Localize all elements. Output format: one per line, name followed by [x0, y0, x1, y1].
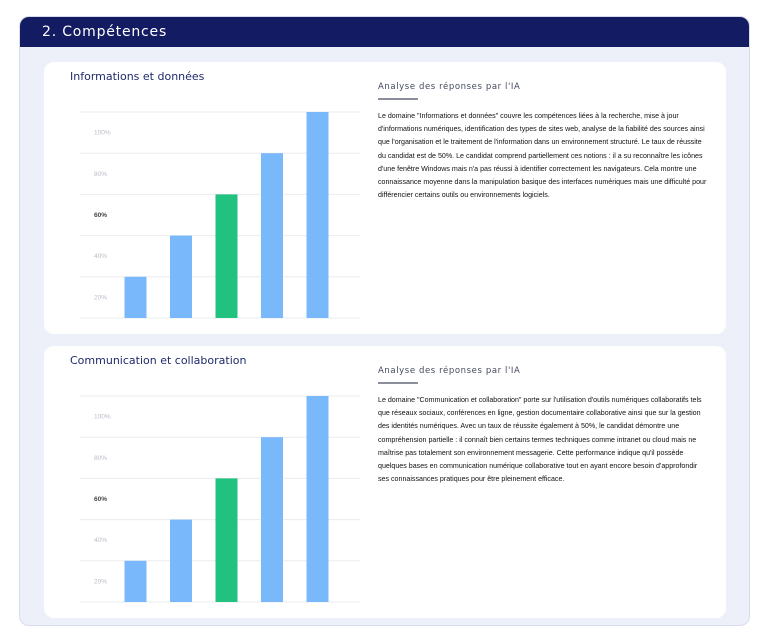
y-tick-label: 40%: [94, 253, 107, 260]
card-title: Informations et données: [70, 70, 205, 83]
bar: [306, 396, 329, 602]
bar: [124, 560, 147, 602]
card-title: Communication et collaboration: [70, 354, 247, 367]
analysis-title: Analyse des réponses par l'IA: [378, 366, 521, 376]
y-tick-label: 100%: [94, 414, 111, 421]
y-tick-label: 20%: [94, 294, 107, 301]
y-tick-label: 80%: [94, 455, 107, 462]
analysis-divider: [378, 98, 418, 100]
analysis-divider: [378, 382, 418, 384]
competences-section: 2. Compétences Informations et données 2…: [19, 16, 750, 626]
bar: [215, 478, 238, 602]
y-tick-label: 40%: [94, 537, 107, 544]
success-chart: 20% 40% 60% 80% 100%: [80, 395, 360, 603]
analysis-title: Analyse des réponses par l'IA: [378, 82, 521, 92]
analysis-text: Le domaine "Informations et données" cou…: [378, 112, 707, 200]
domain-card-informations: Informations et données 20% 40% 60% 80% 100%…: [44, 62, 726, 334]
bar: [170, 519, 192, 602]
domain-card-communication: Communication et collaboration 20% 40% 60%…: [44, 346, 726, 618]
y-tick-label: 20%: [94, 578, 107, 585]
bar: [170, 235, 192, 318]
bar: [306, 112, 329, 318]
bar: [261, 437, 283, 602]
analysis-text: Le domaine "Communication et collaborati…: [378, 396, 702, 484]
y-tick-label: 80%: [94, 171, 107, 178]
success-chart: 20% 40% 60% 80% 100%: [80, 111, 360, 319]
bar: [215, 194, 238, 318]
bar: [124, 276, 147, 318]
y-tick-label: 60%: [94, 496, 107, 503]
y-tick-label: 100%: [94, 130, 111, 137]
bar: [261, 153, 283, 318]
y-tick-label: 60%: [94, 212, 107, 219]
section-title: 2. Compétences: [20, 17, 749, 47]
